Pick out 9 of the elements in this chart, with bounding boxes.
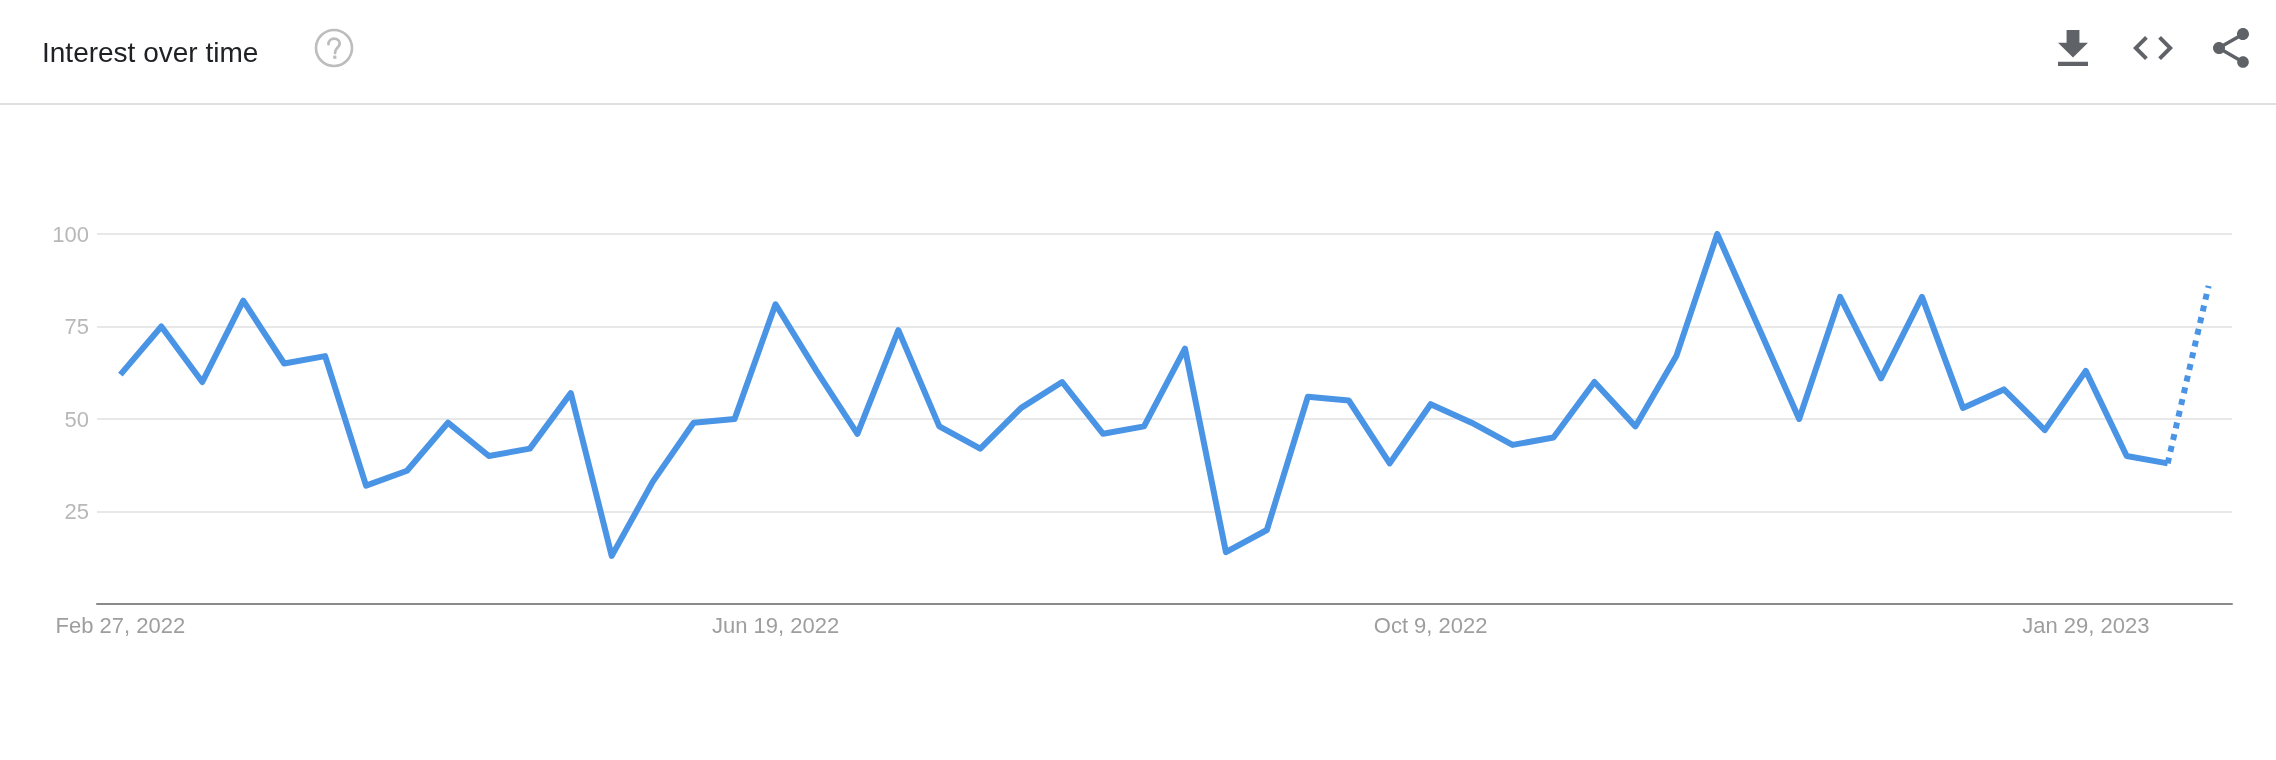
- y-tick-label: 100: [52, 221, 89, 247]
- x-tick-label: Oct 9, 2022: [1373, 612, 1488, 638]
- chart-title: Interest over time: [42, 36, 259, 68]
- x-tick-label: Jan 29, 2023: [2022, 612, 2150, 638]
- y-tick-label: 25: [64, 499, 89, 524]
- y-tick-label: 50: [64, 406, 89, 432]
- x-tick-label: Jun 19, 2022: [711, 612, 840, 638]
- x-tick-label: Feb 27, 2022: [55, 612, 186, 638]
- y-tick-label: 75: [64, 314, 89, 339]
